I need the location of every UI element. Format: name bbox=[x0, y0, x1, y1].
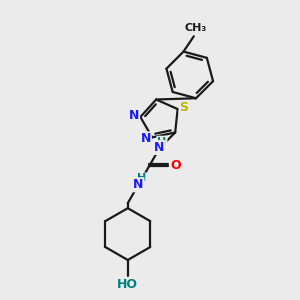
Text: N: N bbox=[154, 141, 164, 154]
Text: N: N bbox=[129, 109, 139, 122]
Text: N: N bbox=[140, 132, 151, 145]
Text: O: O bbox=[170, 159, 181, 172]
Text: H: H bbox=[137, 173, 146, 183]
Text: N: N bbox=[133, 178, 144, 191]
Text: S: S bbox=[180, 101, 189, 114]
Text: CH₃: CH₃ bbox=[184, 23, 206, 33]
Text: HO: HO bbox=[117, 278, 138, 291]
Text: H: H bbox=[157, 136, 167, 147]
